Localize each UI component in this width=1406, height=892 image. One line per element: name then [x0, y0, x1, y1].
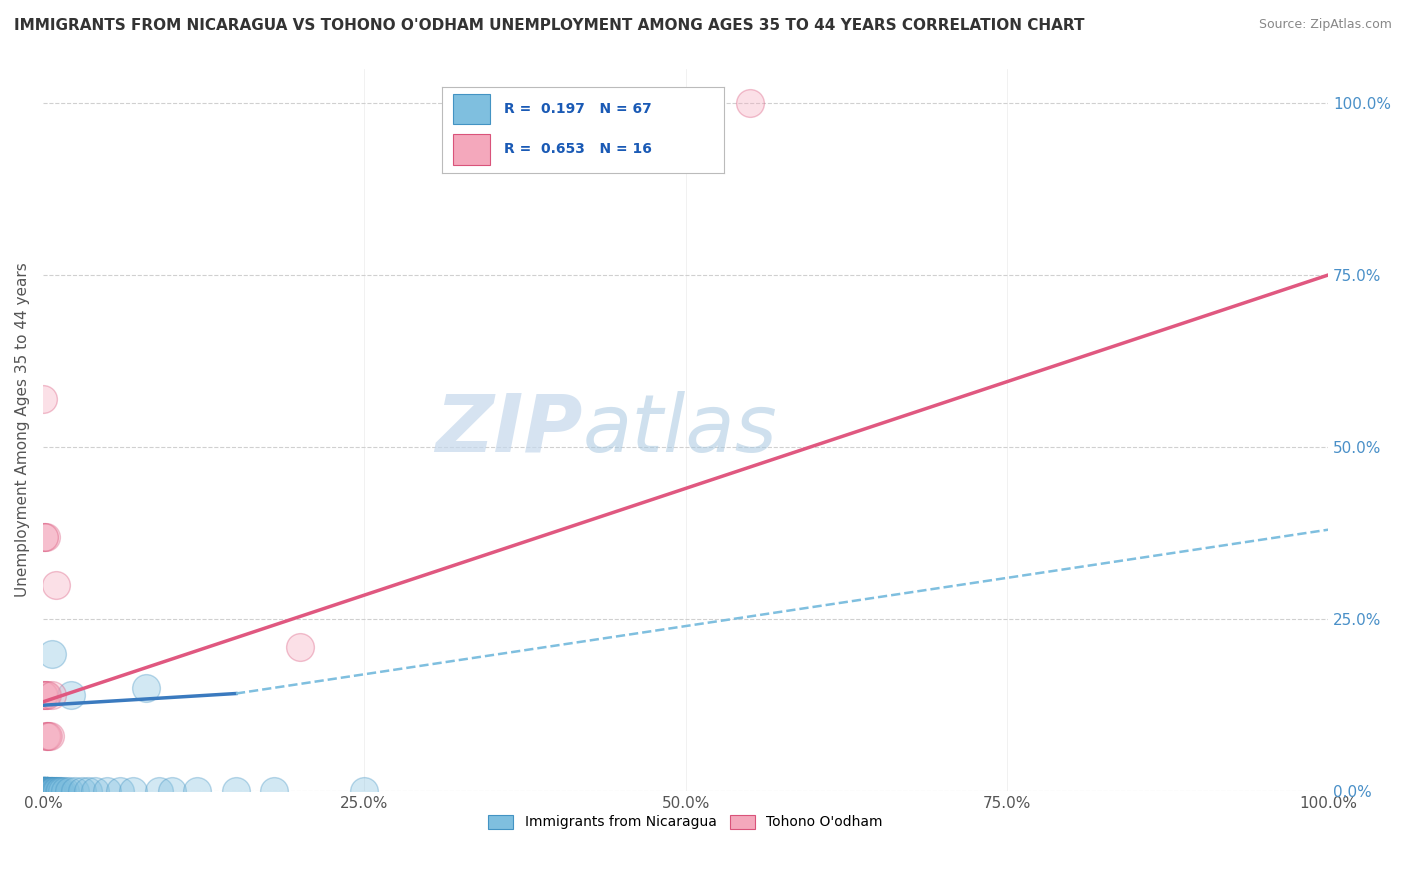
Point: [34, 784, 56, 798]
Point: [32, 784, 55, 798]
Point: [37, 784, 59, 798]
Point: [35, 784, 58, 798]
Point: [41, 647, 63, 661]
Point: [37, 784, 59, 798]
Point: [32, 688, 55, 702]
Point: [32, 784, 55, 798]
Point: [41, 688, 63, 702]
Point: [34, 784, 56, 798]
Point: [122, 784, 145, 798]
Point: [34, 784, 56, 798]
Point: [35, 729, 58, 743]
Point: [35, 784, 58, 798]
Point: [37, 784, 59, 798]
Point: [70, 784, 93, 798]
Point: [35, 784, 58, 798]
Point: [110, 784, 132, 798]
Point: [53, 784, 76, 798]
Point: [32, 784, 55, 798]
Point: [290, 640, 312, 654]
Point: [160, 784, 183, 798]
Point: [35, 784, 58, 798]
Point: [35, 784, 58, 798]
Point: [35, 530, 58, 544]
Point: [35, 784, 58, 798]
Point: [148, 784, 170, 798]
Point: [37, 729, 59, 743]
Point: [738, 95, 761, 110]
Point: [35, 688, 58, 702]
Point: [49, 784, 72, 798]
Point: [38, 729, 60, 743]
Point: [38, 784, 60, 798]
Point: [83, 784, 105, 798]
Point: [34, 784, 56, 798]
Point: [35, 729, 58, 743]
Point: [58, 784, 80, 798]
Point: [186, 784, 208, 798]
Point: [225, 784, 247, 798]
Point: [42, 784, 65, 798]
Point: [41, 784, 63, 798]
Point: [34, 784, 56, 798]
Point: [65, 784, 87, 798]
Text: ZIP: ZIP: [436, 391, 583, 469]
Point: [34, 530, 56, 544]
Point: [35, 784, 58, 798]
Point: [135, 681, 157, 695]
Text: IMMIGRANTS FROM NICARAGUA VS TOHONO O'ODHAM UNEMPLOYMENT AMONG AGES 35 TO 44 YEA: IMMIGRANTS FROM NICARAGUA VS TOHONO O'OD…: [14, 18, 1084, 33]
Point: [34, 784, 56, 798]
Point: [39, 784, 62, 798]
Point: [32, 784, 55, 798]
Legend: Immigrants from Nicaragua, Tohono O'odham: Immigrants from Nicaragua, Tohono O'odha…: [482, 809, 889, 835]
Point: [34, 784, 56, 798]
Point: [35, 784, 58, 798]
Point: [45, 578, 67, 592]
Point: [34, 784, 56, 798]
Point: [77, 784, 100, 798]
Point: [35, 784, 58, 798]
Point: [35, 784, 58, 798]
Point: [96, 784, 118, 798]
Point: [263, 784, 285, 798]
Point: [34, 530, 56, 544]
Point: [44, 784, 66, 798]
Point: [34, 784, 56, 798]
Point: [35, 784, 58, 798]
Point: [39, 784, 62, 798]
Point: [34, 784, 56, 798]
Point: [34, 784, 56, 798]
Point: [60, 688, 83, 702]
Point: [35, 784, 58, 798]
Point: [38, 784, 60, 798]
Point: [34, 784, 56, 798]
Point: [37, 784, 59, 798]
Point: [35, 784, 58, 798]
Point: [46, 784, 69, 798]
Point: [48, 784, 70, 798]
Point: [353, 784, 375, 798]
Point: [34, 784, 56, 798]
Point: [45, 784, 67, 798]
Point: [35, 784, 58, 798]
Point: [34, 688, 56, 702]
Point: [35, 688, 58, 702]
Text: atlas: atlas: [583, 391, 778, 469]
Point: [32, 784, 55, 798]
Point: [32, 392, 55, 406]
Point: [51, 784, 73, 798]
Point: [42, 784, 65, 798]
Y-axis label: Unemployment Among Ages 35 to 44 years: Unemployment Among Ages 35 to 44 years: [15, 262, 30, 598]
Text: Source: ZipAtlas.com: Source: ZipAtlas.com: [1258, 18, 1392, 31]
